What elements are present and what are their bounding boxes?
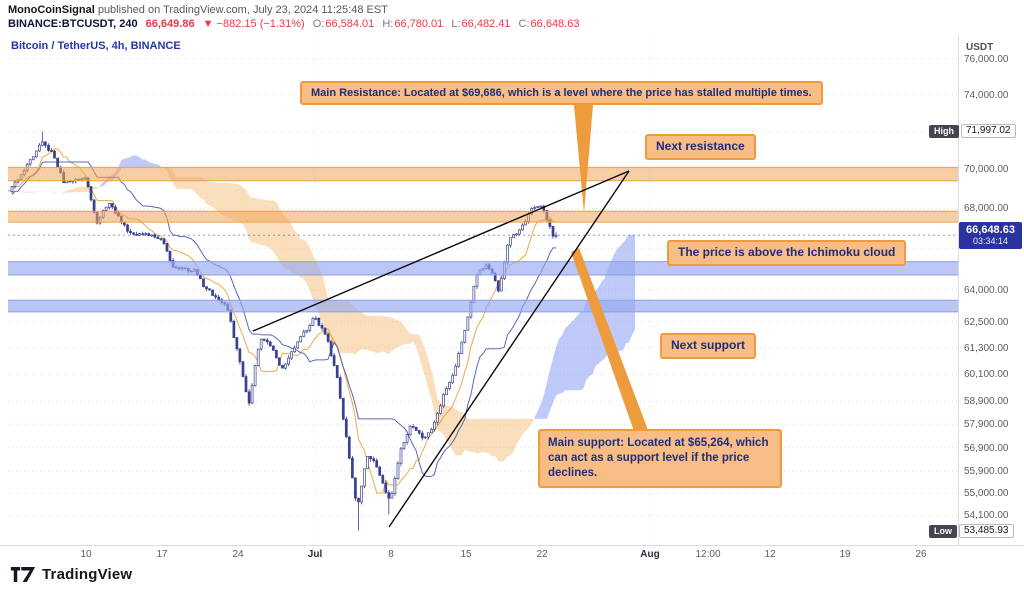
- last-price: 66,649.86: [145, 18, 195, 30]
- low-badge-value: 53,485.93: [959, 524, 1014, 538]
- sr-zones: [8, 166, 958, 313]
- callout-next-resistance[interactable]: Next resistance: [645, 134, 756, 160]
- price-axis-label: 56,900.00: [964, 443, 1009, 454]
- symbol-resolution[interactable]: BINANCE:BTCUSDT, 240: [8, 18, 138, 30]
- last-price-value: 66,648.63: [966, 224, 1015, 236]
- high-value: 66,780.01: [394, 18, 444, 30]
- low-label: L:: [451, 18, 461, 30]
- tenkan-line: [11, 148, 556, 494]
- price-badge: 66,648.63 03:34:14: [959, 222, 1022, 249]
- publisher-name: MonoCoinSignal: [8, 4, 95, 16]
- close-value: 66,648.63: [530, 18, 580, 30]
- low-badge: Low 53,485.93: [929, 524, 1014, 538]
- ohlc-bar: BINANCE:BTCUSDT, 240 66,649.86 ▼ −882.15…: [8, 18, 584, 30]
- time-axis-label: Jul: [307, 549, 323, 560]
- price-axis-label: 70,000.00: [964, 164, 1009, 175]
- time-axis-label: 17: [156, 549, 168, 560]
- price-axis-label: 68,000.00: [964, 203, 1009, 214]
- callout-main-resistance[interactable]: Main Resistance: Located at $69,686, whi…: [300, 81, 823, 106]
- price-axis-label: 57,900.00: [964, 419, 1009, 430]
- price-axis-label: 55,900.00: [964, 466, 1009, 477]
- price-axis-label: 58,900.00: [964, 396, 1009, 407]
- time-axis-label: 19: [839, 549, 851, 560]
- tradingview-attribution[interactable]: TradingView: [10, 566, 132, 583]
- price-axis-label: 64,000.00: [964, 285, 1009, 296]
- price-scale[interactable]: [958, 35, 1024, 561]
- low-badge-label: Low: [929, 524, 957, 538]
- high-badge-value: 71,997.02: [961, 124, 1016, 138]
- time-axis-label: 10: [80, 549, 92, 560]
- low-value: 66,482.41: [461, 18, 511, 30]
- time-axis-label: 12:00: [695, 549, 721, 560]
- time-axis-label: 12: [764, 549, 776, 560]
- candlesticks: [10, 131, 558, 531]
- time-axis-label: 24: [232, 549, 244, 560]
- callout-ichimoku-note[interactable]: The price is above the Ichimoku cloud: [667, 240, 907, 266]
- time-axis-label: Aug: [640, 549, 660, 560]
- callout-main-support[interactable]: Main support: Located at $65,264, which …: [538, 429, 782, 488]
- trendlines: [252, 170, 630, 528]
- price-scale-currency: USDT: [966, 42, 994, 53]
- price-axis-label: 54,100.00: [964, 510, 1009, 521]
- price-axis-label: 55,000.00: [964, 488, 1009, 499]
- price-axis-label: 60,100.00: [964, 369, 1009, 380]
- open-value: 66,584.01: [325, 18, 375, 30]
- high-badge: High 71,997.02: [929, 124, 1016, 138]
- time-axis-label: 26: [915, 549, 927, 560]
- callout-next-support[interactable]: Next support: [660, 333, 757, 359]
- callout-arrows: [571, 105, 648, 434]
- gridlines: [8, 38, 958, 543]
- high-label: H:: [382, 18, 394, 30]
- price-axis-label: 61,300.00: [964, 343, 1009, 354]
- bar-countdown: 03:34:14: [972, 236, 1009, 246]
- published-line: MonoCoinSignal published on TradingView.…: [8, 4, 388, 16]
- time-axis-label: 15: [460, 549, 472, 560]
- time-scale[interactable]: [0, 545, 1024, 561]
- chart-symbol-title[interactable]: Bitcoin / TetherUS, 4h, BINANCE: [11, 40, 181, 52]
- tradingview-logo-icon: [10, 567, 36, 582]
- close-label: C:: [518, 18, 530, 30]
- tradingview-wordmark: TradingView: [42, 566, 133, 583]
- price-axis-label: 76,000.00: [964, 54, 1009, 65]
- time-axis-label: 8: [388, 549, 394, 560]
- high-badge-label: High: [929, 124, 959, 138]
- price-axis-label: 62,500.00: [964, 317, 1009, 328]
- published-text: published on TradingView.com, July 23, 2…: [94, 4, 388, 16]
- time-axis-label: 22: [536, 549, 548, 560]
- open-label: O:: [312, 18, 325, 30]
- price-axis-label: 74,000.00: [964, 90, 1009, 101]
- price-change: ▼ −882.15 (−1.31%): [202, 18, 305, 30]
